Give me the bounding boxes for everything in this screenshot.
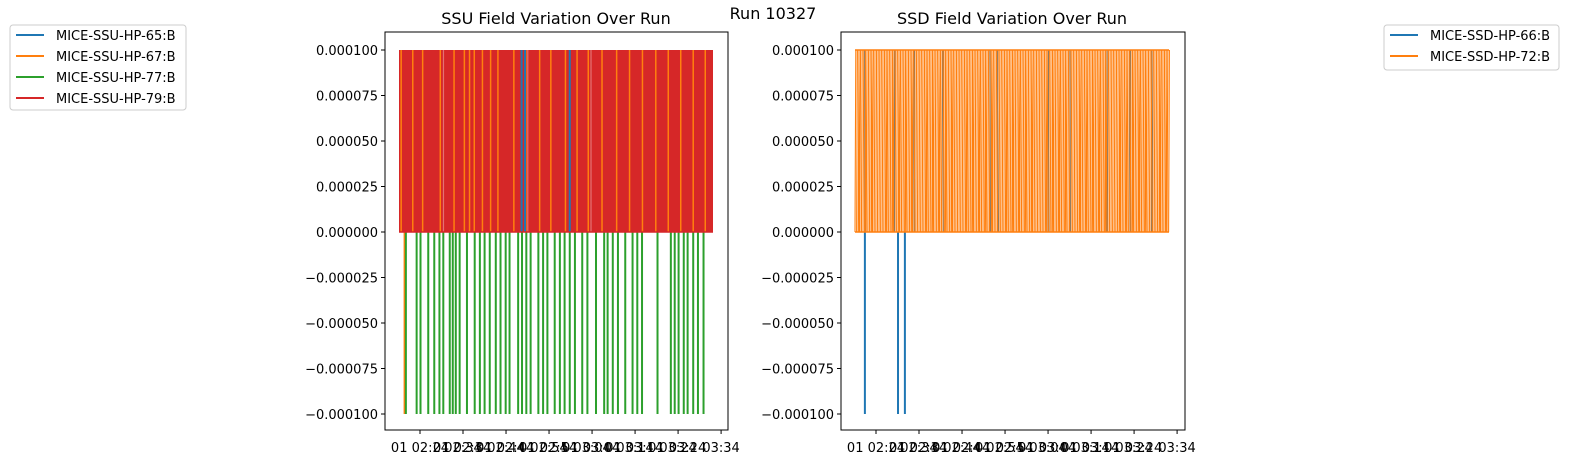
x-tick-label: 02:34: [900, 441, 937, 456]
x-tick-label: 03:34: [1158, 441, 1195, 456]
y-tick-label: −0.000025: [305, 272, 378, 287]
y-tick-label: 0.000000: [772, 226, 834, 241]
x-tick-label: 02:54: [986, 441, 1023, 456]
series-MICE-SSD-HP-72:B: [854, 49, 1170, 233]
y-tick-label: 0.000050: [316, 135, 378, 150]
y-tick-label: −0.000050: [761, 317, 834, 332]
axes-ssd-frame: [840, 31, 1186, 431]
band-gap: [590, 50, 592, 232]
y-tick-label: −0.000025: [761, 272, 834, 287]
ssu-plot-area: [399, 50, 713, 414]
x-tick-label-overlap: 01 03:04: [1018, 441, 1076, 456]
series-band: [399, 50, 713, 232]
y-tick-label: −0.000050: [305, 317, 378, 332]
x-tick-label-overlap: 01 03:14: [605, 441, 663, 456]
y-tick-label: 0.000025: [772, 181, 834, 196]
x-tick-label-overlap: 01 02:54: [519, 441, 577, 456]
x-tick-label: 02:54: [530, 441, 567, 456]
y-tick-label: −0.000100: [761, 408, 834, 423]
x-tick-label: 03:14: [616, 441, 653, 456]
legend-label: MICE-SSU-HP-65:B: [56, 29, 176, 44]
legend-label: MICE-SSU-HP-67:B: [56, 50, 176, 65]
ssu-overlay: [399, 50, 713, 233]
x-tick-label: 03:24: [659, 441, 696, 456]
y-tick-label: −0.000075: [305, 363, 378, 378]
axes-ssu-title: SSU Field Variation Over Run: [441, 9, 670, 28]
x-tick-label: 03:14: [1072, 441, 1109, 456]
x-tick-label-overlap: 01 02:44: [932, 441, 990, 456]
y-tick-label: 0.000050: [772, 135, 834, 150]
x-tick-label-overlap: 01 02:34: [433, 441, 491, 456]
legend-ssd-frame: [1383, 24, 1560, 71]
ssd-y-ticks: −0.000100 −0.000075 −0.000050 −0.000025 0.00…: [761, 44, 841, 423]
legend-ssu-frame: [9, 24, 187, 111]
x-tick-label: 01 02:24: [847, 441, 905, 456]
axes-ssd-title: SSD Field Variation Over Run: [897, 9, 1127, 28]
y-tick-label: 0.000075: [772, 90, 834, 105]
legend-label: MICE-SSD-HP-66:B: [1430, 29, 1550, 44]
x-tick-label-overlap: 01 02:34: [889, 441, 947, 456]
axes-ssd: SSD Field Variation Over Run −0.000100−0…: [761, 9, 1196, 456]
x-tick-label: 01 02:24: [391, 441, 449, 456]
series-MICE-SSU-HP-79:B: [399, 50, 713, 232]
y-tick-label: 0.000100: [772, 44, 834, 59]
axes-ssu: SSU Field Variation Over Run −0.000100−0…: [305, 9, 740, 456]
band-gap: [527, 50, 529, 232]
x-tick-label-overlap: 01 03:04: [562, 441, 620, 456]
x-tick-label-overlap: 01 03:14: [1061, 441, 1119, 456]
x-tick-label-overlap: 01 03:24: [1104, 441, 1162, 456]
legend-label: MICE-SSU-HP-79:B: [56, 92, 176, 107]
legend-label: MICE-SSD-HP-72:B: [1430, 50, 1550, 65]
y-tick-label: 0.000075: [316, 90, 378, 105]
y-tick-label: 0.000025: [316, 181, 378, 196]
x-tick-label: 03:04: [1029, 441, 1066, 456]
legend-ssu: MICE-SSU-HP-65:B MICE-SSU-HP-67:B MICE-SSU…: [9, 24, 187, 111]
ssd-plot-area: [854, 49, 1170, 414]
x-tick-label-overlap: 01 02:44: [476, 441, 534, 456]
x-tick-label: 02:44: [943, 441, 980, 456]
x-tick-label-overlap: 01 03:24: [648, 441, 706, 456]
y-tick-label: 0.000100: [316, 44, 378, 59]
figure-suptitle: Run 10327: [730, 4, 817, 23]
y-tick-label: −0.000100: [305, 408, 378, 423]
axes-ssu-frame: [384, 31, 729, 431]
x-tick-label: 03:34: [702, 441, 739, 456]
series-MICE-SSU-HP-77:B: [404, 232, 705, 414]
x-tick-label: 03:04: [573, 441, 610, 456]
band-gap: [442, 50, 445, 232]
x-tick-label-overlap: 01 02:54: [975, 441, 1033, 456]
y-tick-label: −0.000075: [761, 363, 834, 378]
legend-ssd: MICE-SSD-HP-66:B MICE-SSD-HP-72:B: [1383, 24, 1560, 71]
x-tick-label: 02:44: [487, 441, 524, 456]
series-line: [854, 49, 1170, 233]
x-tick-label: 03:24: [1115, 441, 1152, 456]
legend-label: MICE-SSU-HP-77:B: [56, 71, 176, 86]
x-tick-label: 02:34: [444, 441, 481, 456]
ssu-y-ticks: −0.000100 −0.000075 −0.000050 −0.000025 0.00…: [305, 44, 385, 423]
y-tick-label: 0.000000: [316, 226, 378, 241]
